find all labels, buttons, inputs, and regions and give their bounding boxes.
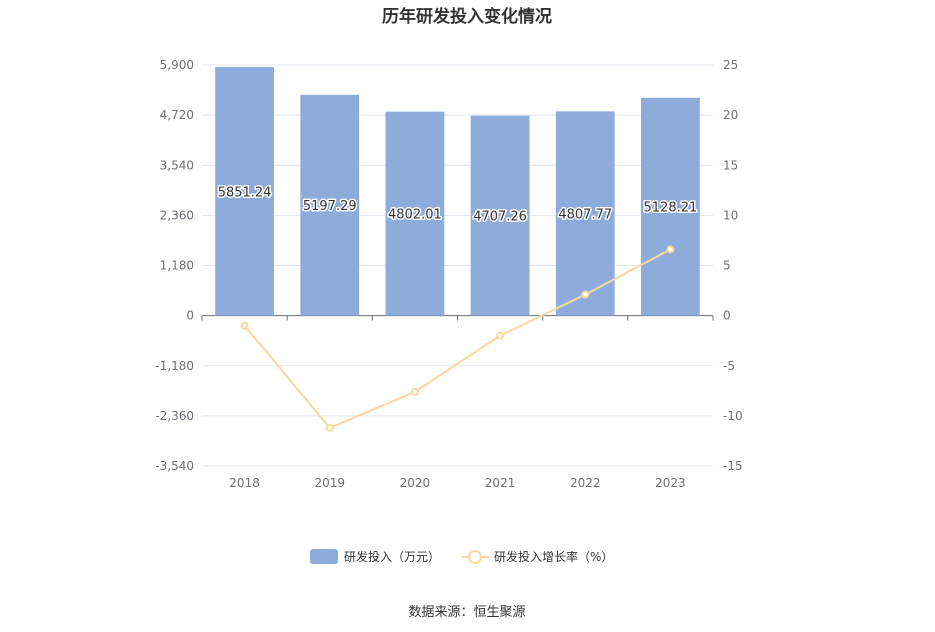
x-tick-label: 2019 — [314, 476, 345, 490]
bar-label: 5128.21 — [644, 201, 698, 216]
bar-label: 5851.24 — [218, 185, 272, 200]
growth-point — [581, 290, 590, 299]
x-axis: 2018 2019 2020 2021 2022 2023 — [201, 315, 714, 490]
bar — [300, 94, 360, 316]
bar — [641, 97, 700, 316]
legend-bar-label: 研发投入（万元） — [344, 549, 440, 564]
y-right-tick-label: 25 — [723, 58, 738, 72]
legend-item-line[interactable]: 研发投入增长率（%） — [461, 549, 613, 564]
y-right-tick-label: -10 — [723, 409, 743, 423]
growth-point — [666, 245, 675, 254]
growth-point — [325, 423, 334, 432]
y-left-tick-label: -1,180 — [155, 359, 194, 373]
y-left-tick-label: 2,360 — [160, 208, 194, 222]
y-right-tick-label: 15 — [723, 158, 738, 172]
growth-point — [496, 331, 505, 340]
y-right-tick-label: -5 — [723, 359, 735, 373]
growth-point — [410, 387, 419, 396]
x-tick-label: 2018 — [229, 476, 260, 490]
bar-label: 4802.01 — [388, 208, 442, 223]
bar-label: 4707.26 — [473, 210, 527, 225]
growth-line — [243, 248, 671, 430]
legend: 研发投入（万元） 研发投入增长率（%） — [310, 549, 613, 564]
bar-series — [215, 67, 700, 316]
x-tick-label: 2023 — [655, 476, 686, 490]
x-tick-label: 2021 — [485, 476, 516, 490]
y-right-tick-label: 0 — [723, 309, 731, 323]
y-left-tick-label: 3,540 — [160, 158, 194, 172]
bar — [470, 115, 530, 316]
y-left-tick-label: 0 — [186, 309, 194, 323]
legend-bar-swatch — [310, 549, 338, 564]
chart-title: 历年研发投入变化情况 — [382, 6, 552, 27]
grid-lines — [202, 64, 713, 467]
y-axis-right: 25 20 15 10 5 0 -5 -10 -15 — [723, 58, 743, 473]
data-source: 数据来源：恒生聚源 — [408, 605, 525, 620]
legend-item-bar[interactable]: 研发投入（万元） — [310, 549, 440, 564]
legend-line-marker — [468, 550, 482, 564]
y-left-tick-label: -3,540 — [155, 459, 194, 473]
y-left-tick-label: -2,360 — [155, 409, 194, 423]
bar — [215, 67, 274, 316]
y-right-tick-label: 5 — [723, 259, 731, 273]
y-axis-left: 5,900 4,720 3,540 2,360 1,180 0 -1,180 -2,360 -3… — [155, 58, 194, 473]
growth-point — [240, 321, 249, 330]
bar — [385, 111, 445, 316]
line-series — [240, 245, 675, 432]
bar-label: 4807.77 — [558, 208, 612, 223]
bar-data-labels: 5851.24 5197.29 4802.01 4707.26 4807.77 5128.… — [216, 184, 699, 226]
y-right-tick-label: 20 — [723, 108, 738, 122]
bar-label: 5197.29 — [303, 199, 357, 214]
y-left-tick-label: 5,900 — [160, 58, 194, 72]
y-right-tick-label: 10 — [723, 208, 738, 222]
legend-line-label: 研发投入增长率（%） — [494, 549, 613, 564]
y-left-tick-label: 1,180 — [160, 259, 194, 273]
x-tick-label: 2022 — [570, 476, 601, 490]
y-right-tick-label: -15 — [723, 459, 743, 473]
y-left-tick-label: 4,720 — [160, 108, 194, 122]
x-tick-label: 2020 — [400, 476, 431, 490]
bar — [555, 111, 615, 316]
